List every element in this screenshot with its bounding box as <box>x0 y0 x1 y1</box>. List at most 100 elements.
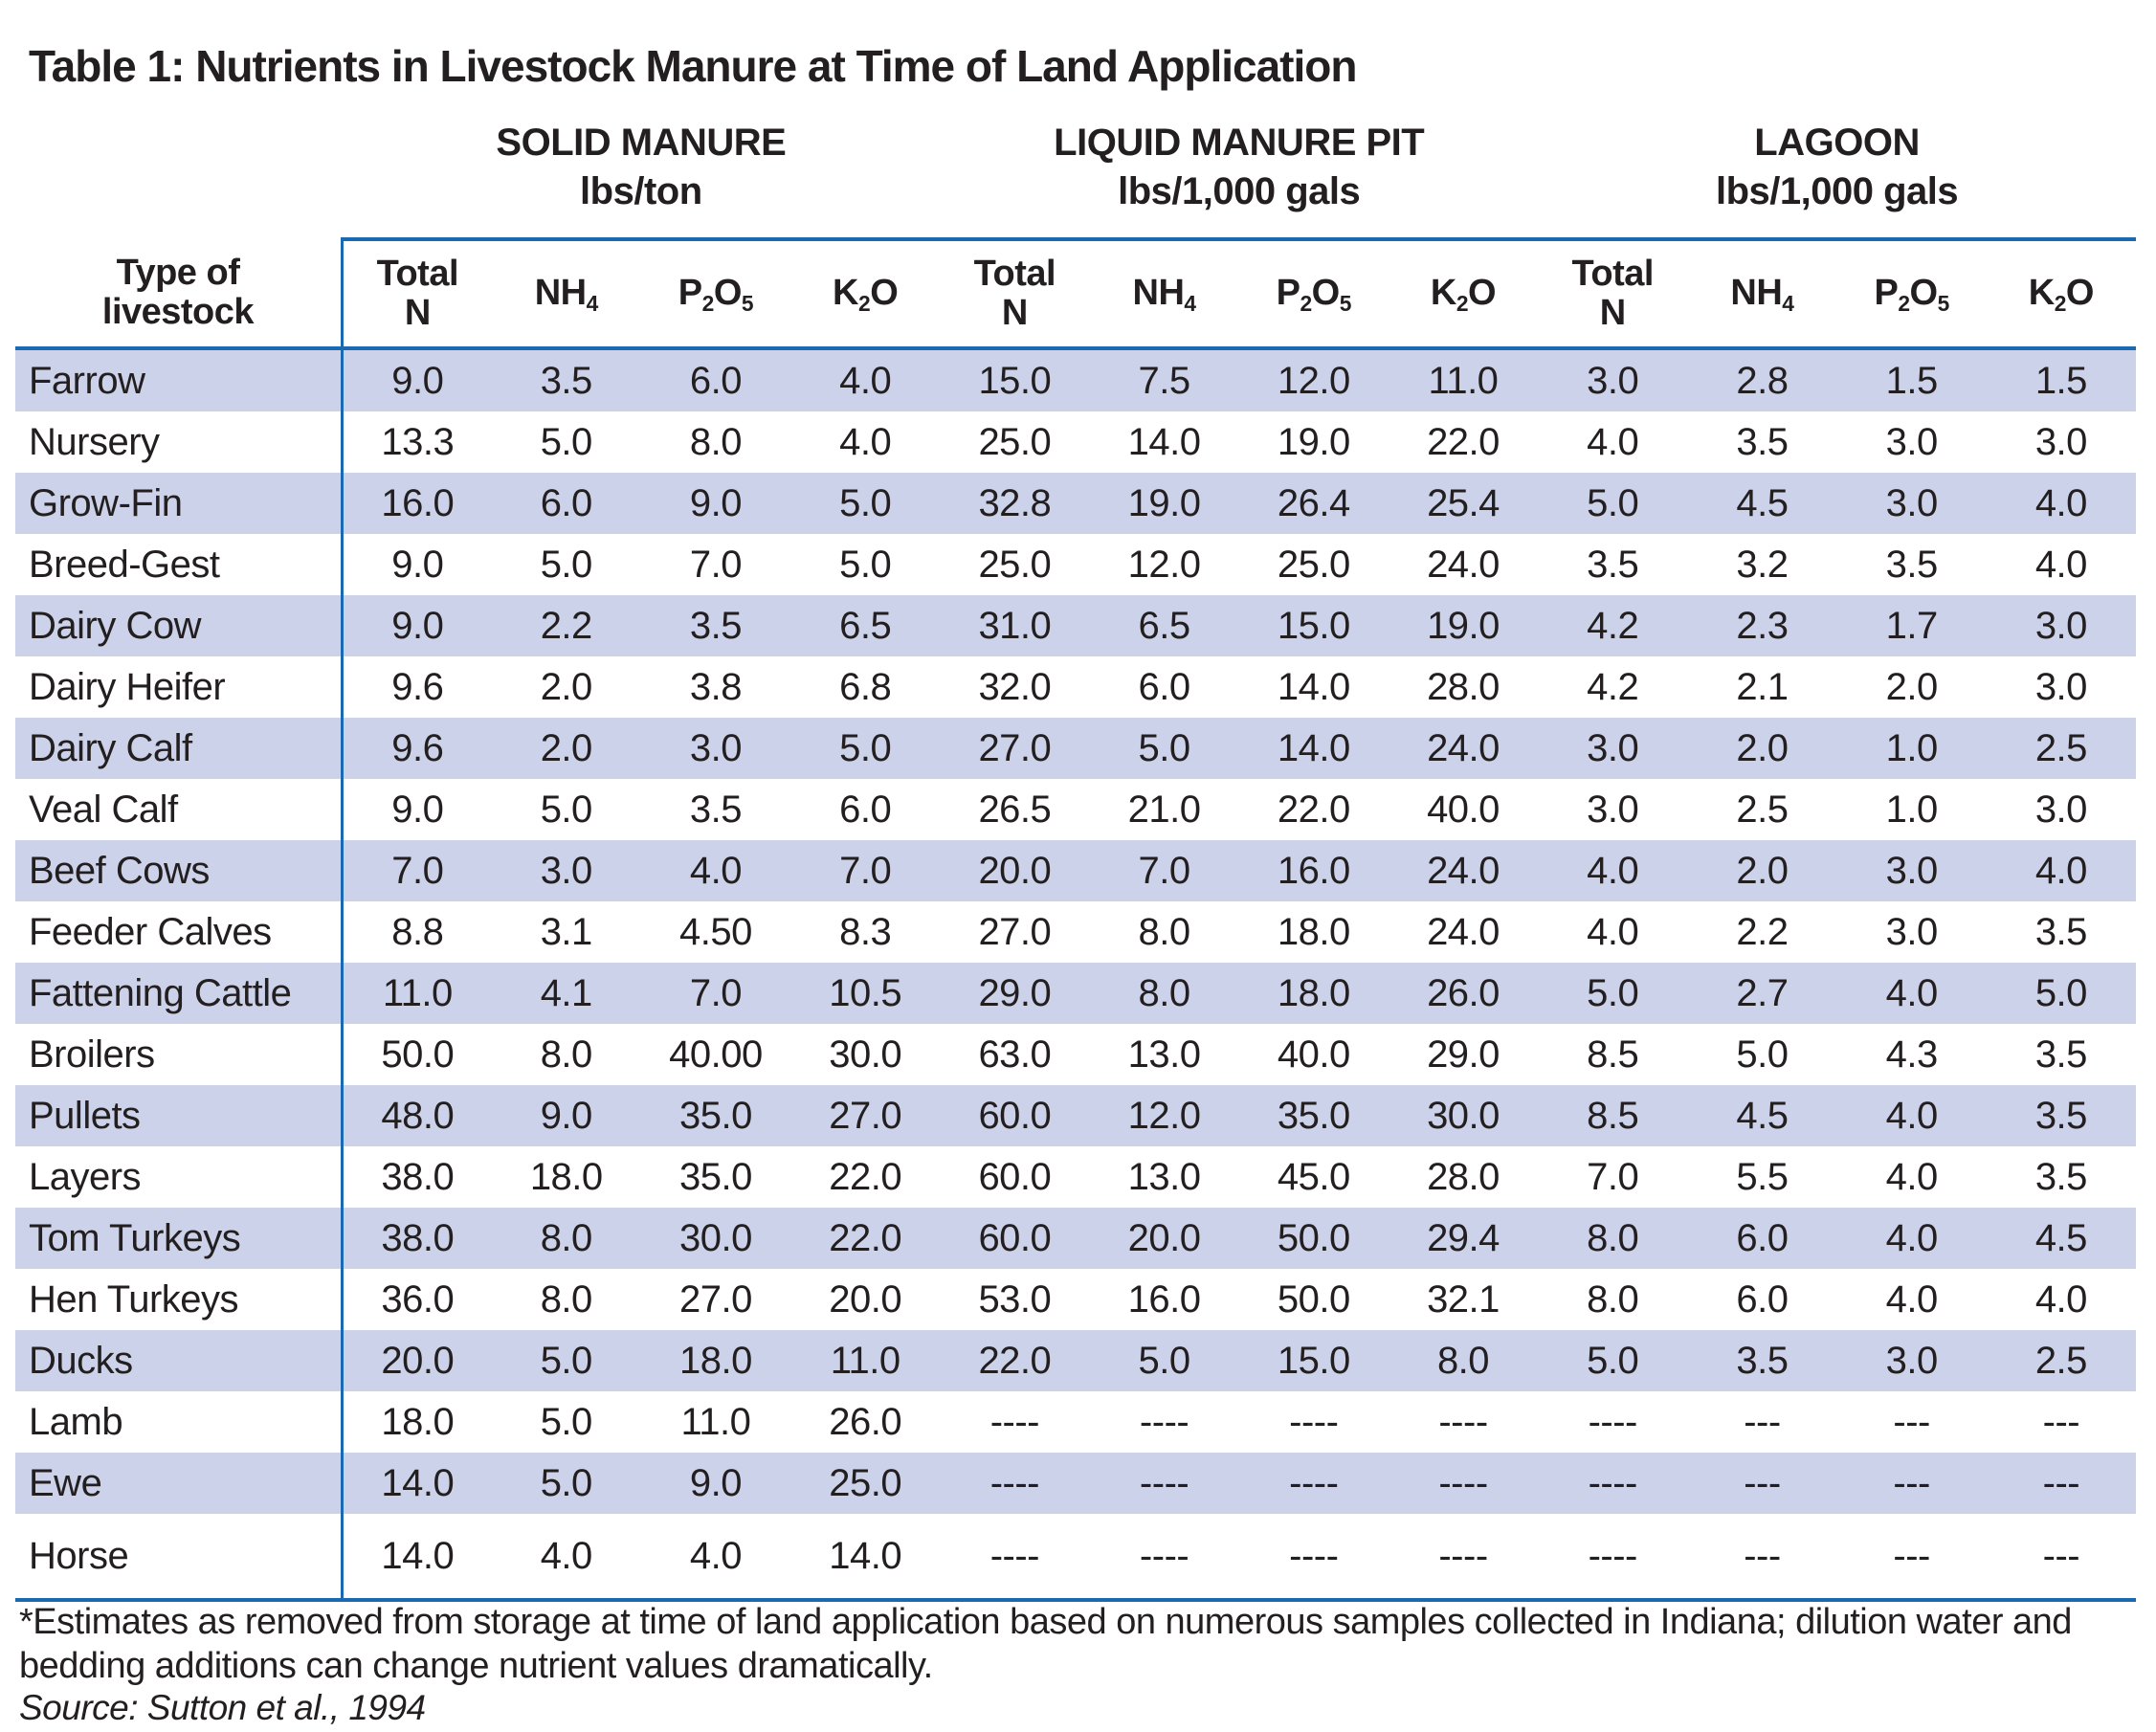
table-row: Dairy Heifer 9.6 2.0 3.8 6.8 32.0 6.0 14.0 28.0 4… <box>15 656 2136 718</box>
value-cell: 5.0 <box>1138 1339 1191 1382</box>
livestock-name: Fattening Cattle <box>15 963 344 1024</box>
value-cell: 7.5 <box>1138 359 1191 402</box>
value-cell: 2.0 <box>540 665 593 708</box>
livestock-name: Dairy Heifer <box>15 656 344 718</box>
value-cell: 1.5 <box>1885 359 1939 402</box>
value-cell: 28.0 <box>1427 1155 1500 1198</box>
group-header-liquid-manure-pit: LIQUID MANURE PIT lbs/1,000 gals <box>940 113 1539 241</box>
value-cell: 3.0 <box>2034 604 2088 647</box>
value-cell: 4.0 <box>640 1514 791 1602</box>
value-cell: 3.5 <box>540 359 593 402</box>
table-row: Tom Turkeys 38.0 8.0 30.0 22.0 60.0 20.0 50.0 29… <box>15 1208 2136 1269</box>
value-cell: 3.0 <box>1587 726 1639 769</box>
column-header-nh4: NH4 <box>1687 239 1837 350</box>
value-cell: 28.0 <box>1427 665 1500 708</box>
table-row: Dairy Calf 9.6 2.0 3.0 5.0 27.0 5.0 14.0 24.0 3.0… <box>15 718 2136 779</box>
value-cell: 38.0 <box>381 1155 455 1198</box>
row-header-line: livestock <box>101 292 255 332</box>
table-row: Horse 14.0 4.0 4.0 14.0 ---- ---- ---- ---- ---- -… <box>15 1514 2136 1602</box>
value-cell: 8.0 <box>689 420 743 463</box>
value-cell: 24.0 <box>1427 849 1500 892</box>
value-cell: 60.0 <box>978 1094 1052 1137</box>
value-cell: 5.0 <box>540 1400 593 1443</box>
value-cell: 3.5 <box>2034 1094 2088 1137</box>
value-cell: 45.0 <box>1277 1155 1350 1198</box>
value-cell: 4.0 <box>689 849 743 892</box>
livestock-name: Lamb <box>15 1391 344 1453</box>
value-cell: 16.0 <box>381 481 455 524</box>
value-cell: 7.0 <box>689 543 743 586</box>
value-cell: 9.0 <box>391 359 444 402</box>
value-cell: 20.0 <box>978 849 1052 892</box>
group-header-lagoon: LAGOON lbs/1,000 gals <box>1538 113 2136 241</box>
value-cell: --- <box>2042 1461 2080 1504</box>
livestock-name: Dairy Cow <box>15 595 344 656</box>
table-row: Farrow 9.0 3.5 6.0 4.0 15.0 7.5 12.0 11.0 3.0 2.8 1… <box>15 348 2136 411</box>
value-cell: 35.0 <box>679 1094 752 1137</box>
value-cell: 4.2 <box>1587 665 1639 708</box>
value-cell: 4.2 <box>1587 604 1639 647</box>
value-cell: 8.0 <box>540 1033 593 1076</box>
value-cell: 8.3 <box>839 910 892 953</box>
value-cell: 38.0 <box>381 1216 455 1259</box>
value-cell: 8.0 <box>1138 910 1191 953</box>
value-cell: 3.0 <box>2034 665 2088 708</box>
value-cell: 8.0 <box>540 1277 593 1321</box>
value-cell: 14.0 <box>1277 665 1350 708</box>
value-cell: 2.5 <box>2034 726 2088 769</box>
value-cell: 4.5 <box>2034 1216 2088 1259</box>
value-cell: 4.0 <box>491 1514 641 1602</box>
value-cell: 9.6 <box>391 665 444 708</box>
value-cell: 7.0 <box>689 971 743 1014</box>
column-header-row: Type of livestock Total N NH4 P2O5 K2O T… <box>15 239 2136 350</box>
value-cell: 18.0 <box>381 1400 455 1443</box>
group-unit: lbs/1,000 gals <box>1118 170 1361 213</box>
value-cell: 18.0 <box>679 1339 752 1382</box>
value-cell: 4.1 <box>540 971 593 1014</box>
value-cell: 16.0 <box>1277 849 1350 892</box>
value-cell: 26.0 <box>1427 971 1500 1014</box>
value-cell: ---- <box>989 1461 1040 1504</box>
value-cell: 4.0 <box>2034 543 2088 586</box>
value-cell: --- <box>2042 1400 2080 1443</box>
value-cell: 5.0 <box>540 1339 593 1382</box>
value-cell: 5.0 <box>839 726 892 769</box>
value-cell: 20.0 <box>1127 1216 1201 1259</box>
value-cell: 25.0 <box>978 543 1052 586</box>
value-cell: 6.0 <box>1736 1216 1789 1259</box>
value-cell: 4.0 <box>1885 971 1939 1014</box>
table-row: Feeder Calves 8.8 3.1 4.50 8.3 27.0 8.0 18.0 24.… <box>15 901 2136 963</box>
column-header-p2o5: P2O5 <box>640 239 791 350</box>
column-header-type-of-livestock: Type of livestock <box>15 239 344 350</box>
value-cell: --- <box>1744 1461 1781 1504</box>
value-cell: 3.0 <box>1885 481 1939 524</box>
value-cell: 30.0 <box>1427 1094 1500 1137</box>
value-cell: --- <box>1687 1514 1837 1602</box>
value-cell: 2.8 <box>1736 359 1789 402</box>
group-unit: lbs/1,000 gals <box>1715 170 1959 213</box>
value-cell: 53.0 <box>978 1277 1052 1321</box>
value-cell: 18.0 <box>1277 910 1350 953</box>
value-cell: 7.0 <box>391 849 444 892</box>
table-row: Lamb 18.0 5.0 11.0 26.0 ---- ---- ---- ---- ---- -… <box>15 1391 2136 1453</box>
value-cell: 5.0 <box>540 788 593 831</box>
value-cell: 2.5 <box>1736 788 1789 831</box>
livestock-name: Grow-Fin <box>15 473 344 534</box>
value-cell: 5.0 <box>540 420 593 463</box>
value-cell: 11.0 <box>830 1339 900 1382</box>
column-header-k2o: K2O <box>1986 239 2136 350</box>
table-row: Fattening Cattle 11.0 4.1 7.0 10.5 29.0 8.0 18.… <box>15 963 2136 1024</box>
group-header-solid-manure: SOLID MANURE lbs/ton <box>342 113 941 241</box>
value-cell: 3.8 <box>689 665 743 708</box>
value-cell: 12.0 <box>1127 543 1201 586</box>
value-cell: 11.0 <box>680 1400 751 1443</box>
livestock-name: Dairy Calf <box>15 718 344 779</box>
value-cell: 22.0 <box>978 1339 1052 1382</box>
value-cell: 1.0 <box>1885 726 1939 769</box>
value-cell: 25.0 <box>829 1461 902 1504</box>
table-body: Farrow 9.0 3.5 6.0 4.0 15.0 7.5 12.0 11.0 3.0 2.8 1… <box>15 348 2136 1602</box>
value-cell: 8.0 <box>1587 1216 1639 1259</box>
value-cell: 31.0 <box>978 604 1052 647</box>
value-cell: 3.5 <box>2034 910 2088 953</box>
value-cell: 5.0 <box>540 543 593 586</box>
